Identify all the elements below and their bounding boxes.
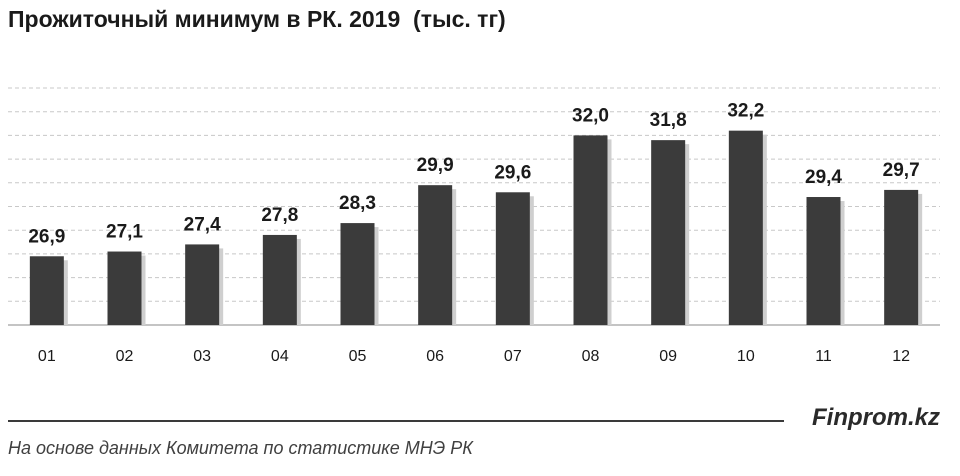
bars <box>29 130 923 325</box>
footer-divider <box>8 420 784 422</box>
data-labels: 26,9 27,1 27,4 27,8 28,3 29,9 29,6 32,0 31,8 32,2… <box>28 101 919 248</box>
data-label-11: 29,4 <box>805 167 842 188</box>
x-tick-06: 06 <box>426 348 444 365</box>
bar-05 <box>340 223 375 325</box>
bar-06 <box>418 185 453 325</box>
x-tick-02: 02 <box>116 348 134 365</box>
x-tick-01: 01 <box>38 348 56 365</box>
x-tick-04: 04 <box>271 348 289 365</box>
x-tick-08: 08 <box>582 348 600 365</box>
bar-08 <box>573 135 608 325</box>
brand-logo: Finprom.kz <box>811 404 940 431</box>
chart-title: Прожиточный минимум в РК. 2019 (тыс. тг) <box>8 6 506 32</box>
bar-04 <box>262 234 297 325</box>
data-label-02: 27,1 <box>106 222 143 243</box>
bar-03 <box>185 244 220 325</box>
x-tick-10: 10 <box>737 348 755 365</box>
data-label-08: 32,0 <box>572 105 609 126</box>
x-tick-03: 03 <box>193 348 211 365</box>
gridlines <box>8 87 940 326</box>
x-tick-07: 07 <box>504 348 522 365</box>
data-label-04: 27,8 <box>261 205 298 226</box>
data-label-06: 29,9 <box>417 155 454 176</box>
x-tick-11: 11 <box>815 348 832 365</box>
data-label-05: 28,3 <box>339 193 376 214</box>
x-tick-labels: 01 02 03 04 05 06 07 08 09 10 11 12 <box>38 348 910 365</box>
data-label-07: 29,6 <box>494 162 531 183</box>
source-note: На основе данных Комитета по статистике … <box>8 438 473 458</box>
bar-07 <box>495 192 530 325</box>
data-label-09: 31,8 <box>650 110 687 131</box>
data-label-12: 29,7 <box>883 160 920 181</box>
data-label-10: 32,2 <box>727 101 764 122</box>
data-label-03: 27,4 <box>184 214 221 235</box>
bar-10 <box>728 130 763 325</box>
x-tick-09: 09 <box>659 348 677 365</box>
data-label-01: 26,9 <box>28 226 65 247</box>
bar-12 <box>884 189 919 325</box>
bar-11 <box>806 197 841 325</box>
bar-01 <box>29 256 64 325</box>
bar-chart: 26,9 27,1 27,4 27,8 28,3 29,9 29,6 32,0 31,8 32,2… <box>8 87 940 365</box>
bar-02 <box>107 251 142 325</box>
x-tick-12: 12 <box>892 348 910 365</box>
bar-09 <box>651 140 686 325</box>
x-tick-05: 05 <box>349 348 367 365</box>
